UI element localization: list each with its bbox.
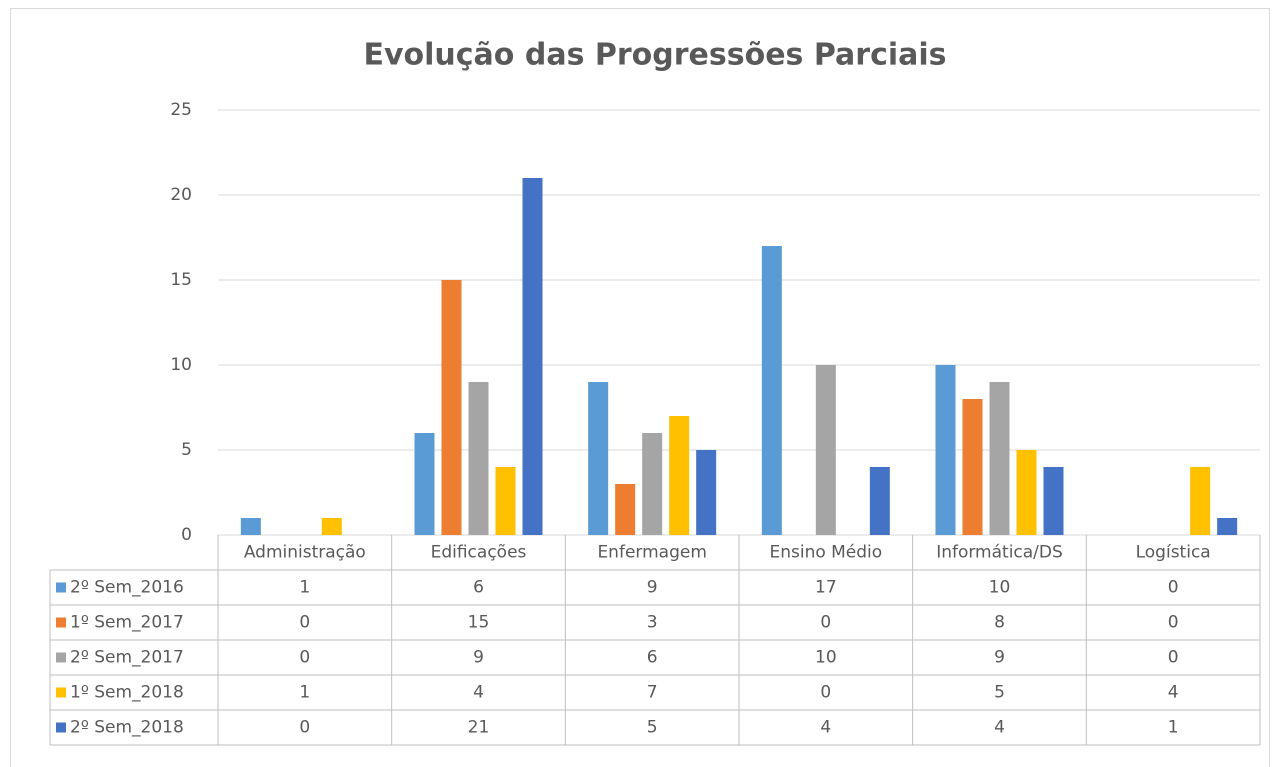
table-value: 10 <box>815 648 837 668</box>
legend-label: 2º Sem_2016 <box>70 578 184 598</box>
bar <box>468 382 489 535</box>
table-value: 21 <box>468 718 490 738</box>
bar <box>869 467 890 535</box>
bar <box>1043 467 1064 535</box>
table-value: 4 <box>473 683 484 703</box>
table-value: 5 <box>994 683 1005 703</box>
table-value: 9 <box>473 648 484 668</box>
legend-swatch <box>56 687 66 698</box>
legend-label: 2º Sem_2018 <box>70 718 184 738</box>
bar <box>815 365 836 535</box>
x-tick-label: Informática/DS <box>936 543 1063 563</box>
bar <box>935 365 956 535</box>
legend-label: 1º Sem_2017 <box>70 613 184 633</box>
bar <box>761 246 782 535</box>
table-value: 0 <box>1168 613 1179 633</box>
table-value: 9 <box>647 578 658 598</box>
table-value: 1 <box>1168 718 1179 738</box>
y-tick-label: 20 <box>170 185 192 205</box>
legend-label: 1º Sem_2018 <box>70 683 184 703</box>
bar <box>240 518 261 535</box>
table-value: 1 <box>299 683 310 703</box>
bar <box>962 399 983 535</box>
table-value: 6 <box>647 648 658 668</box>
y-tick-label: 5 <box>181 440 192 460</box>
chart-frame <box>10 8 1270 767</box>
x-tick-label: Ensino Médio <box>769 543 882 563</box>
table-value: 10 <box>989 578 1011 598</box>
legend-swatch <box>56 652 66 663</box>
bar <box>989 382 1010 535</box>
bar <box>522 178 543 535</box>
x-tick-label: Edificações <box>431 543 527 563</box>
legend-label: 2º Sem_2017 <box>70 648 184 668</box>
bar <box>696 450 717 535</box>
y-tick-label: 10 <box>170 355 192 375</box>
legend-swatch <box>56 722 66 733</box>
table-value: 3 <box>647 613 658 633</box>
bar <box>414 433 435 535</box>
bar <box>669 416 690 535</box>
bar <box>642 433 663 535</box>
x-tick-label: Enfermagem <box>597 543 706 563</box>
legend-swatch <box>56 617 66 628</box>
table-value: 0 <box>299 718 310 738</box>
table-value: 15 <box>468 613 490 633</box>
x-tick-label: Administração <box>244 543 366 563</box>
bar <box>495 467 516 535</box>
table-value: 0 <box>299 613 310 633</box>
table-value: 7 <box>647 683 658 703</box>
table-value: 6 <box>473 578 484 598</box>
table-value: 5 <box>647 718 658 738</box>
table-value: 0 <box>299 648 310 668</box>
legend-swatch <box>56 582 66 593</box>
table-value: 4 <box>994 718 1005 738</box>
bar <box>441 280 462 535</box>
y-tick-label: 0 <box>181 525 192 545</box>
table-value: 0 <box>820 613 831 633</box>
table-value: 4 <box>820 718 831 738</box>
y-tick-label: 25 <box>170 100 192 120</box>
table-value: 0 <box>1168 578 1179 598</box>
bar <box>1190 467 1211 535</box>
table-value: 1 <box>299 578 310 598</box>
bar <box>1016 450 1037 535</box>
table-value: 8 <box>994 613 1005 633</box>
bar <box>321 518 342 535</box>
bar <box>588 382 609 535</box>
table-value: 4 <box>1168 683 1179 703</box>
bar <box>615 484 636 535</box>
table-value: 0 <box>820 683 831 703</box>
y-tick-label: 15 <box>170 270 192 290</box>
table-value: 0 <box>1168 648 1179 668</box>
chart-title: Evolução das Progressões Parciais <box>363 38 946 73</box>
bar <box>1217 518 1238 535</box>
table-value: 17 <box>815 578 837 598</box>
x-tick-label: Logística <box>1136 543 1211 563</box>
table-value: 9 <box>994 648 1005 668</box>
